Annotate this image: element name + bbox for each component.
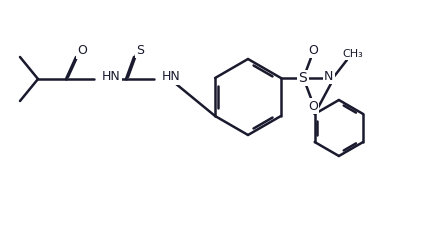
Text: N: N bbox=[324, 69, 334, 82]
Text: S: S bbox=[298, 71, 307, 85]
Text: CH₃: CH₃ bbox=[343, 49, 363, 59]
Text: O: O bbox=[77, 44, 87, 57]
Text: O: O bbox=[308, 44, 318, 57]
Text: HN: HN bbox=[102, 71, 121, 84]
Text: O: O bbox=[308, 99, 318, 113]
Text: HN: HN bbox=[162, 71, 181, 84]
Text: S: S bbox=[136, 44, 144, 57]
